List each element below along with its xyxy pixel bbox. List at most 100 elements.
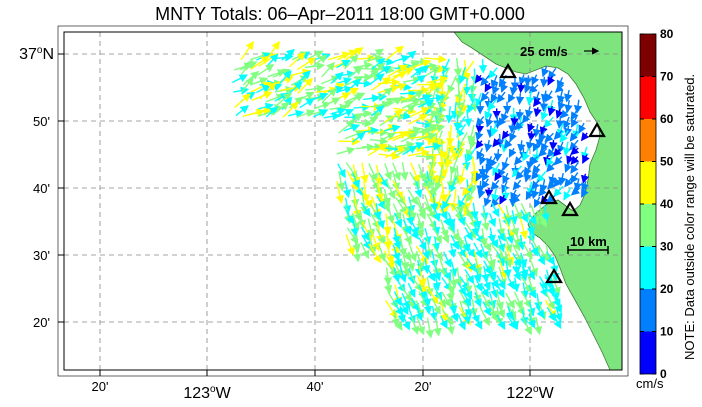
current-vector [463, 292, 471, 307]
current-vector [508, 147, 517, 158]
current-vector [384, 259, 398, 278]
current-vector [539, 76, 549, 88]
x-axis-label: 40' [307, 379, 324, 394]
current-vector [457, 211, 466, 226]
current-vector [502, 213, 511, 228]
current-vector [464, 227, 473, 241]
current-vector [449, 154, 459, 176]
current-vector [515, 169, 525, 180]
current-vector [426, 81, 446, 95]
current-vector [518, 74, 527, 86]
current-vector [539, 282, 548, 298]
current-vector [322, 97, 341, 108]
current-vector [257, 64, 275, 76]
current-vector [353, 204, 362, 222]
current-vector [473, 212, 482, 230]
current-vector [407, 251, 416, 272]
current-vector [463, 284, 473, 300]
current-vector [475, 130, 484, 142]
current-vector [431, 220, 441, 236]
current-vector [423, 227, 432, 246]
colorbar-segment [640, 119, 656, 162]
current-vector [416, 213, 425, 231]
current-vector [335, 85, 353, 94]
current-vector [378, 244, 387, 262]
current-vector [496, 282, 505, 299]
current-vector [481, 178, 490, 190]
current-vector [257, 102, 274, 111]
current-vector [511, 193, 521, 204]
current-vector [440, 219, 449, 239]
current-vector [557, 99, 566, 112]
current-vector [384, 109, 404, 123]
radar-site-marker [499, 62, 517, 79]
current-vector [489, 274, 499, 289]
current-vector [525, 90, 535, 106]
current-vector [393, 291, 402, 307]
current-vector [481, 211, 490, 232]
current-vector [424, 66, 441, 77]
current-vector [457, 163, 467, 185]
current-vector [357, 210, 367, 229]
current-vector [540, 106, 549, 121]
current-vector [478, 154, 487, 166]
current-vector [400, 258, 410, 278]
current-vector [553, 156, 563, 166]
colorbar-tick-label: 40 [660, 197, 674, 211]
current-vector [513, 155, 523, 166]
current-vector [373, 202, 382, 221]
current-vector [502, 172, 510, 185]
current-vector [443, 267, 452, 281]
current-vector [570, 161, 579, 174]
current-vector [433, 266, 442, 282]
current-vector [335, 181, 345, 205]
current-vector [311, 54, 328, 68]
current-vector [360, 226, 370, 242]
outer-frame [57, 25, 629, 377]
current-vector [564, 162, 573, 173]
current-vector [439, 156, 448, 179]
current-vector [383, 267, 393, 286]
current-vector [447, 75, 458, 95]
current-vector [416, 152, 435, 161]
current-vector [378, 87, 393, 100]
current-vector [377, 65, 392, 75]
current-vector [351, 212, 360, 232]
current-vector [360, 162, 369, 184]
current-vector [431, 236, 441, 252]
current-vector [402, 219, 412, 235]
current-vector [552, 313, 562, 330]
current-vector [397, 306, 406, 324]
current-vector [444, 147, 459, 168]
current-vector [522, 147, 530, 162]
current-vector [455, 90, 464, 112]
current-vector [501, 130, 511, 140]
current-vector [457, 282, 467, 296]
current-vector [526, 221, 535, 236]
current-vector [492, 138, 501, 148]
current-vector [520, 290, 532, 309]
current-vector [336, 59, 351, 69]
current-vector [523, 82, 532, 94]
current-vector [378, 132, 396, 142]
current-vector [578, 122, 587, 134]
current-vector [418, 285, 427, 301]
current-vector [370, 229, 380, 252]
current-vector [425, 276, 434, 298]
current-vector [448, 225, 460, 242]
current-vector [375, 228, 386, 245]
current-vector [360, 188, 373, 209]
current-vector [250, 81, 272, 93]
current-vector [345, 209, 354, 225]
current-vector [539, 125, 548, 136]
map-title: MNTY Totals: 06–Apr–2011 18:00 GMT+0.000 [155, 4, 525, 24]
current-vector [484, 139, 493, 153]
current-vector [463, 109, 473, 128]
current-vector [400, 133, 418, 143]
current-vector [463, 308, 472, 325]
y-axis-label: 20' [33, 315, 50, 330]
current-vector [399, 301, 409, 316]
current-vector [511, 277, 520, 293]
current-vector [527, 266, 535, 281]
current-vector [470, 162, 480, 187]
